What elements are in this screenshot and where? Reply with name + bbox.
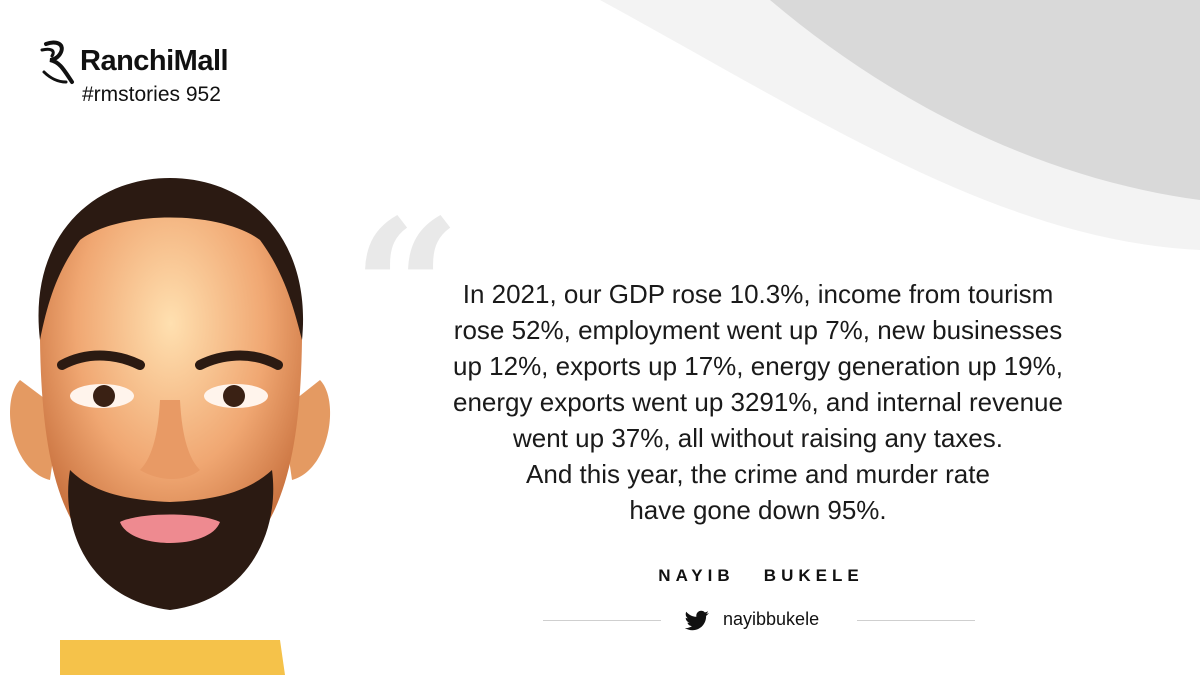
ranchimall-logo-icon <box>40 40 74 84</box>
divider-right <box>857 620 975 621</box>
quote-mark-icon: “ <box>352 178 462 401</box>
author-handle[interactable]: nayibbukele <box>723 609 820 629</box>
portrait-illustration <box>10 178 331 675</box>
quote-line: went up 37%, all without raising any tax… <box>513 423 1003 453</box>
divider-left <box>543 620 661 621</box>
author-handle-row: nayibbukele <box>543 606 975 636</box>
twitter-bird-icon <box>685 610 709 631</box>
quote-line: have gone down 95%. <box>629 495 887 525</box>
quote-line: And this year, the crime and murder rate <box>526 459 990 489</box>
quote-line: rose 52%, employment went up 7%, new bus… <box>453 315 1063 345</box>
quote-line: up 12%, exports up 17%, energy generatio… <box>453 351 1063 381</box>
author-name: NAYIB BUKELE <box>658 566 864 585</box>
quote-line: energy exports went up 3291%, and intern… <box>453 387 1063 417</box>
quote-line: In 2021, our GDP rose 10.3%, income from… <box>462 279 1054 309</box>
story-tag: #rmstories 952 <box>82 83 221 106</box>
quote-text: In 2021, our GDP rose 10.3%, income from… <box>408 276 1108 528</box>
brand-name: RanchiMall <box>80 45 229 77</box>
